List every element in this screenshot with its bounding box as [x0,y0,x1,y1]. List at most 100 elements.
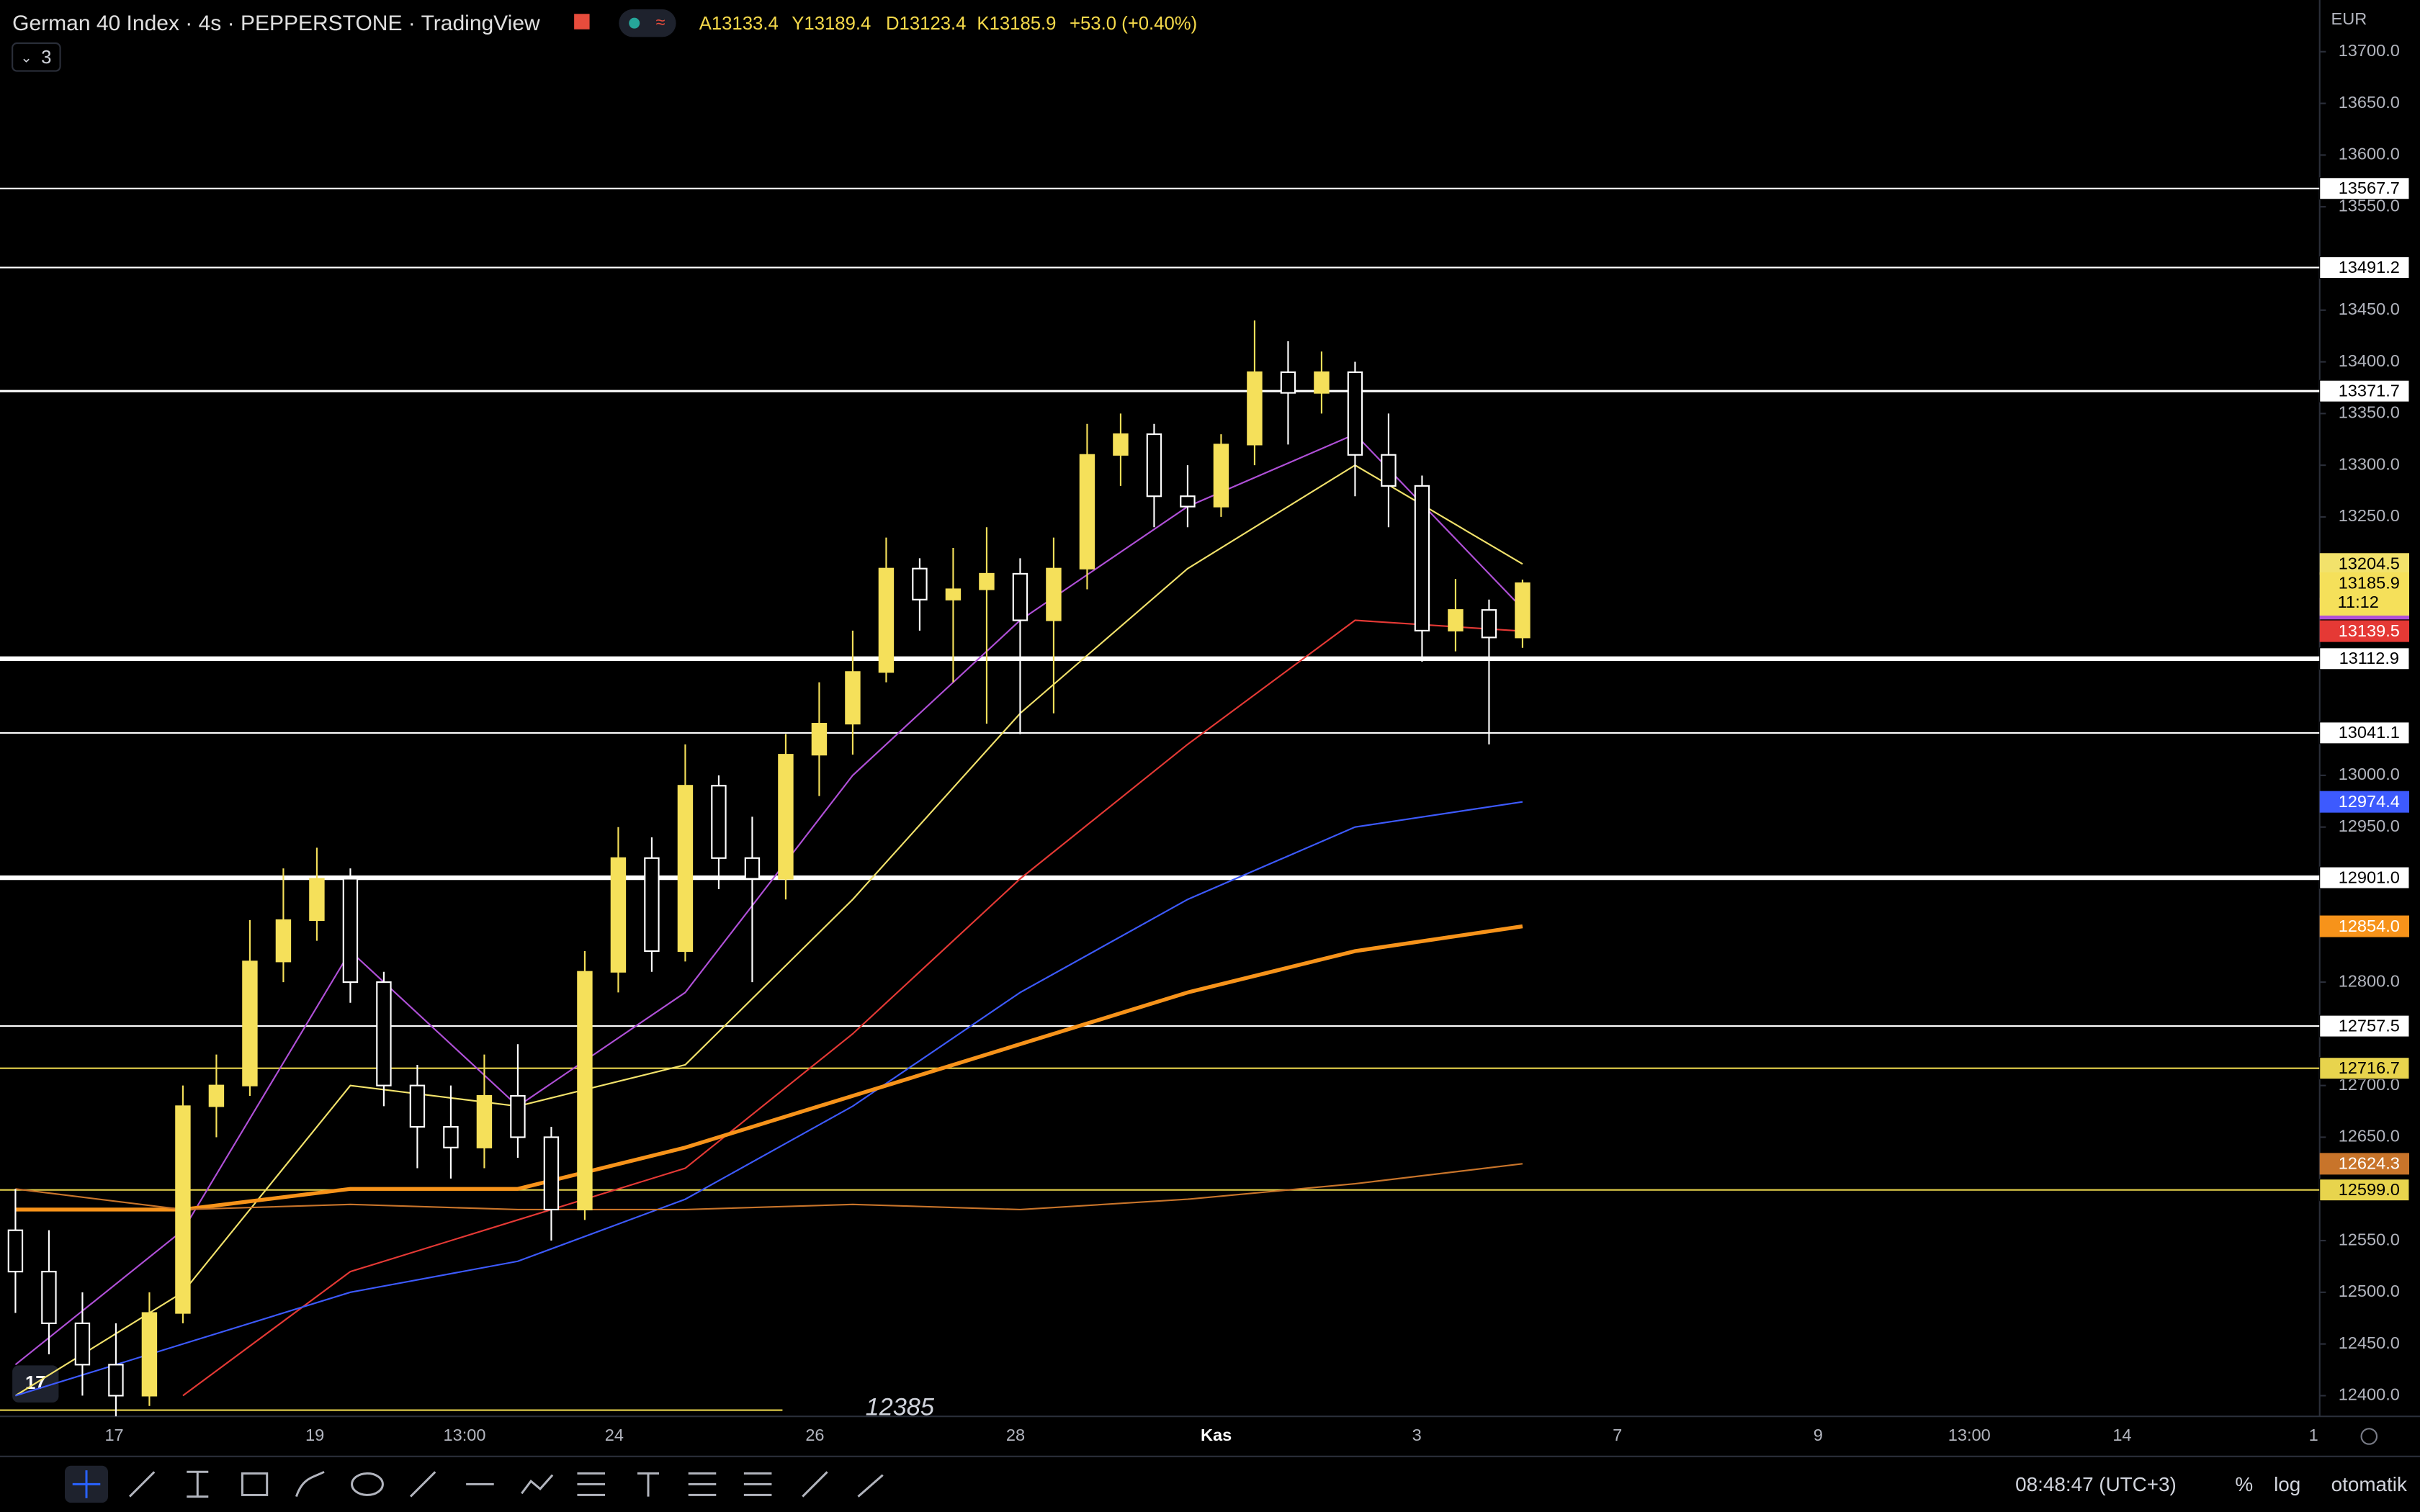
drawing-toolbar [65,1465,884,1503]
candle-body [1079,454,1095,570]
moving-average [15,924,1523,1212]
x-tick-label: 9 [1814,1426,1823,1444]
y-tick-label: 12650.0 [2339,1127,2400,1146]
candle-body [912,567,928,600]
candle-body [1347,371,1363,456]
x-tick-label: 26 [805,1426,824,1444]
x-tick-label: 28 [1006,1426,1025,1444]
candle-body [1046,567,1062,621]
y-tick-label: 13400.0 [2339,351,2400,370]
ma-badge-label: 12854.0 [2339,917,2400,935]
indicator-toggle[interactable] [12,42,61,72]
level-badge [2319,177,2410,200]
text-tool[interactable] [637,1472,659,1497]
path-tool[interactable] [409,1471,436,1498]
ellipse-tool[interactable] [351,1472,384,1496]
eraser-tool[interactable] [857,1474,884,1498]
brush-tool[interactable] [295,1470,325,1498]
candle-body [543,1136,560,1211]
y-tick-label: 12550.0 [2339,1230,2400,1248]
candle-body [577,971,593,1211]
y-tick-label: 13350.0 [2339,403,2400,422]
candle-body [1314,371,1330,394]
currency[interactable]: EUR [2331,9,2367,28]
candle-body [878,567,895,673]
y-tick-label: 13450.0 [2339,300,2400,318]
ohlc-value: D13123.4 [886,14,966,34]
ma-badge [2319,1153,2409,1175]
y-tick-label: 13700.0 [2339,41,2400,60]
candle-body [744,857,761,880]
level-badge [2319,721,2410,744]
fib-tool[interactable] [577,1472,605,1496]
x-tick-label: 17 [104,1426,123,1444]
candle-body [275,919,292,963]
symbol-title[interactable]: German 40 Index · 4s · PEPPERSTONE · Tra… [12,12,540,35]
status-pill[interactable] [619,9,676,37]
rect-tool[interactable] [241,1472,269,1496]
x-tick-label: Kas [1201,1426,1232,1444]
settings-icon[interactable] [2360,1428,2378,1445]
candle-body [1247,371,1263,446]
level-badge [2319,647,2410,670]
level-badge-label: 12716.7 [2339,1058,2400,1077]
flag-icon[interactable] [574,14,590,30]
level-badge-label: 12599.0 [2339,1180,2400,1199]
ma-badge-label: 12624.3 [2339,1154,2400,1173]
moving-average [14,464,1523,1397]
level-badge [2319,866,2410,889]
measure-tool[interactable] [743,1472,772,1496]
ma-badge-label: 13139.5 [2339,621,2400,640]
log-toggle[interactable]: log [2274,1473,2300,1495]
candle-body [108,1364,124,1397]
candle-body [443,1126,459,1148]
x-tick-label: 13:00 [1948,1426,1991,1444]
y-tick-label: 12800.0 [2339,971,2400,990]
x-tick-label: 24 [605,1426,624,1444]
y-tick-label: 12950.0 [2339,816,2400,835]
candle-body [1448,609,1464,631]
status-dot [629,17,640,29]
ohlc-value: K13185.9 [977,14,1056,34]
clock: 08:48:47 (UTC+3) [2015,1473,2177,1495]
crosshair-tool[interactable] [72,1470,101,1498]
percent-toggle[interactable]: % [2235,1473,2253,1495]
candle-body [979,572,995,590]
candle-body [309,878,325,921]
y-tick-label: 12450.0 [2339,1333,2400,1352]
candle-body [711,785,727,859]
ohlc-value: Y13189.4 [792,14,871,34]
candle-body [175,1105,191,1314]
trendline-tool[interactable] [128,1471,156,1498]
level-badge [2319,1179,2410,1202]
y-tick-label: 12400.0 [2339,1385,2400,1404]
ruler-tool[interactable] [802,1471,828,1498]
ma-badge [2319,553,2409,575]
candle-body [476,1094,493,1148]
last-price-label: 13185.9 [2339,573,2400,592]
ohlc-value: +53.0 (+0.40%) [1070,14,1197,34]
candle-body [1012,572,1028,621]
candle-body [945,588,962,600]
candle-body [1146,433,1162,498]
candle-body [1481,609,1497,639]
level-badge-label: 13112.9 [2339,649,2399,667]
ohlc-values: A13133.4 Y13189.4 D13123.4 K13185.9 +53.0 (+… [699,14,1197,34]
pattern-tool[interactable] [521,1474,554,1495]
ma-badge [2319,915,2409,937]
moving-average [182,619,1523,1397]
level-badge-label: 13041.1 [2339,723,2400,742]
candle-body [342,878,359,984]
auto-toggle[interactable]: otomatik [2331,1473,2407,1495]
countdown: 11:12 [2338,593,2379,611]
level-badge-label: 13491.2 [2339,258,2400,276]
level-badge [2319,379,2410,402]
forecast-tool[interactable] [688,1472,717,1496]
candle-body [41,1271,57,1324]
candle-body [1414,485,1430,631]
x-tick-label: 13:00 [444,1426,486,1444]
text-line-tool[interactable] [187,1470,209,1498]
candle-body [1113,433,1129,456]
